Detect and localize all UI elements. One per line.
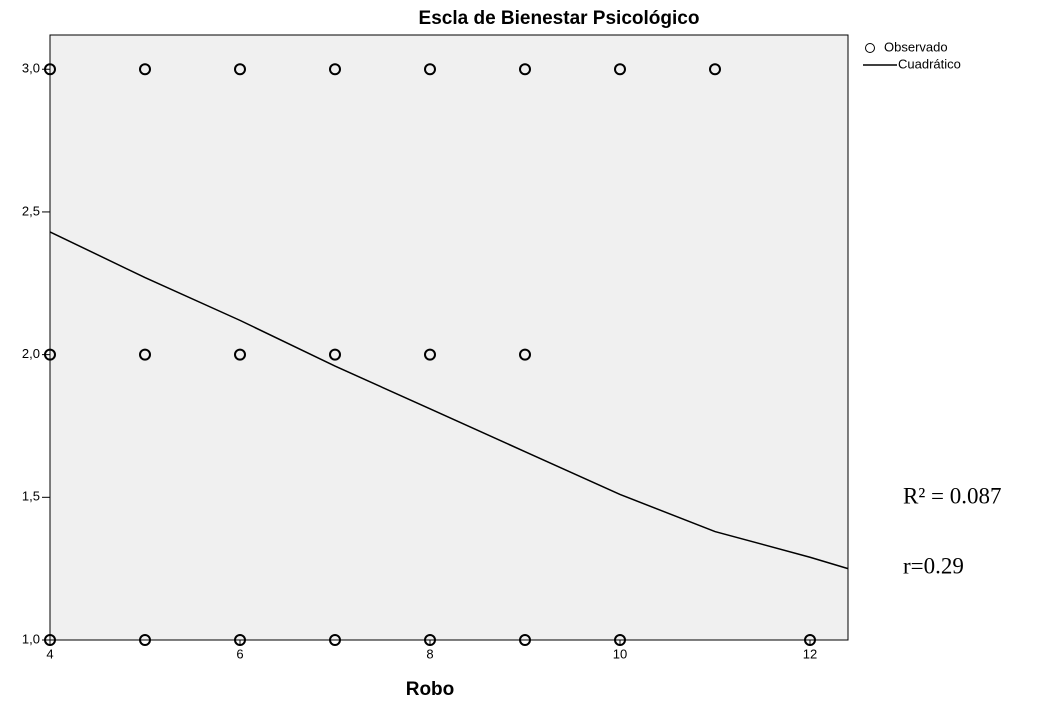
y-tick-label: 1,0 bbox=[22, 631, 40, 646]
annotation: r=0.29 bbox=[903, 553, 964, 578]
point bbox=[424, 634, 436, 646]
x-tick-label: 6 bbox=[236, 646, 243, 661]
point bbox=[44, 63, 56, 76]
point bbox=[709, 63, 721, 76]
point bbox=[234, 634, 246, 646]
point bbox=[519, 63, 531, 76]
x-tick-label: 4 bbox=[46, 646, 53, 661]
point bbox=[329, 348, 341, 361]
x-tick-label: 8 bbox=[426, 646, 433, 661]
point bbox=[234, 348, 246, 361]
x-axis-label: Robo bbox=[406, 679, 455, 700]
point bbox=[329, 63, 341, 76]
point bbox=[44, 634, 56, 646]
point bbox=[139, 348, 151, 361]
point bbox=[234, 63, 246, 76]
point bbox=[329, 634, 341, 646]
point bbox=[614, 634, 626, 646]
chart-title: Escla de Bienestar Psicológico bbox=[419, 8, 700, 29]
plot-area bbox=[49, 34, 849, 641]
point bbox=[804, 634, 816, 646]
x-tick-label: 12 bbox=[803, 646, 817, 661]
legend-label: Cuadrático bbox=[898, 56, 961, 71]
y-tick-label: 2,0 bbox=[22, 346, 40, 361]
point bbox=[44, 348, 56, 361]
point bbox=[519, 634, 531, 646]
point bbox=[614, 63, 626, 76]
fit-line bbox=[49, 231, 849, 570]
point bbox=[424, 63, 436, 76]
point bbox=[424, 348, 436, 361]
point bbox=[139, 63, 151, 76]
point bbox=[139, 634, 151, 646]
legend-marker bbox=[865, 43, 875, 53]
legend-label: Observado bbox=[884, 39, 948, 54]
annotation: R² = 0.087 bbox=[903, 483, 1001, 508]
x-tick-label: 10 bbox=[613, 646, 627, 661]
y-tick-label: 3,0 bbox=[22, 61, 40, 76]
y-tick-label: 1,5 bbox=[22, 489, 40, 504]
y-tick-label: 2,5 bbox=[22, 203, 40, 218]
point bbox=[519, 348, 531, 361]
